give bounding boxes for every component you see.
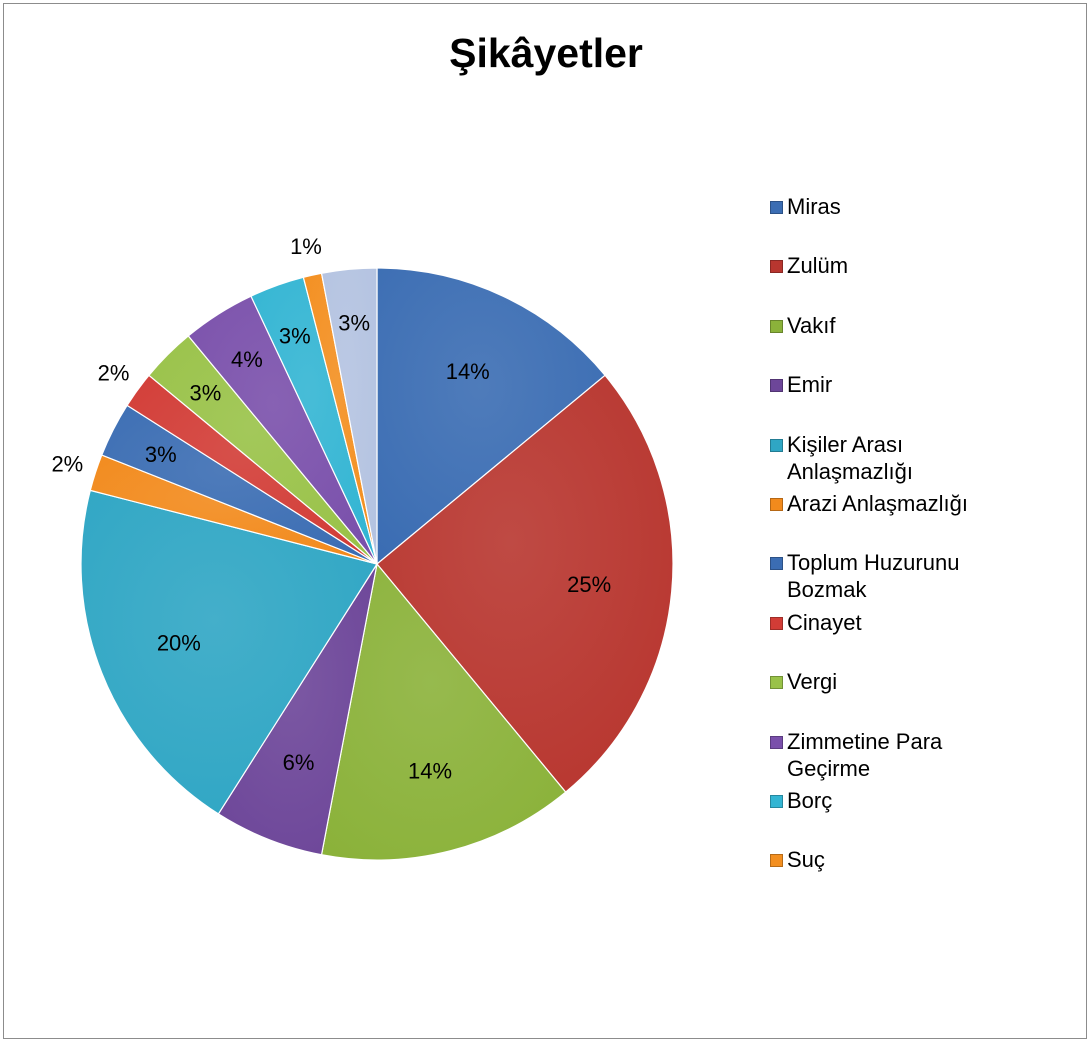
data-label-7: 3%: [145, 442, 177, 467]
legend-label: Zulüm: [787, 253, 849, 279]
legend-label: Vakıf: [787, 312, 836, 338]
legend-item: Suç: [770, 846, 1027, 873]
legend-swatch: [770, 201, 783, 214]
legend-item: Miras: [770, 193, 1027, 220]
legend-label: Emir: [787, 372, 833, 398]
chart-title: Şikâyetler: [449, 30, 643, 76]
legend-item: Vergi: [770, 668, 1027, 695]
legend-label: Kişiler Arası Anlaşmazlığı: [787, 431, 913, 484]
data-label-11: 3%: [279, 324, 311, 349]
legend-item: Emir: [770, 371, 1027, 398]
legend-swatch: [770, 735, 783, 749]
legend-item: Toplum Huzurunu Bozmak: [770, 549, 1027, 603]
legend-item: Borç: [770, 787, 1027, 814]
data-label-10: 4%: [231, 347, 263, 372]
pie-slice-2: [376, 374, 674, 793]
data-label-6: 2%: [51, 451, 83, 476]
data-label-5: 20%: [157, 630, 201, 655]
pie-slice-13: [320, 267, 378, 565]
data-label-4: 6%: [283, 750, 315, 775]
data-label-9: 3%: [189, 380, 221, 405]
legend-swatch: [770, 319, 783, 333]
legend-label: Cinayet: [787, 609, 862, 635]
legend-swatch: [770, 557, 783, 571]
legend-label: Vergi: [787, 669, 838, 695]
legend-label: Arazi Anlaşmazlığı: [787, 491, 968, 516]
legend-label: Zimmetine Para Geçirme: [787, 728, 943, 781]
pie-slice-1: [376, 267, 606, 566]
legend-label: Suç: [787, 847, 825, 873]
data-label-12: 1%: [290, 234, 322, 259]
data-label-13: 3%: [338, 310, 370, 335]
legend-swatch: [770, 854, 783, 868]
legend-item: Cinayet: [770, 609, 1027, 636]
legend-item: Arazi Anlaşmazlığı: [770, 490, 1027, 517]
data-label-8: 2%: [98, 361, 130, 386]
legend-label: Toplum Huzurunu Bozmak: [787, 550, 960, 603]
legend-item: Zulüm: [770, 252, 1027, 279]
pie-slice-5: [80, 489, 378, 815]
legend-swatch: [770, 616, 783, 630]
data-label-1: 14%: [446, 359, 490, 384]
legend-item: Zimmetine Para Geçirme: [770, 728, 1027, 782]
legend-swatch: [770, 676, 783, 690]
legend-label: Miras: [787, 194, 841, 219]
legend-swatch: [770, 438, 783, 452]
data-label-3: 14%: [408, 758, 452, 783]
legend-item: Vakıf: [770, 312, 1027, 339]
legend-swatch: [770, 379, 783, 393]
pie-slice-3: [320, 562, 567, 861]
legend-label: Borç: [787, 788, 833, 813]
legend-item: Kişiler Arası Anlaşmazlığı: [770, 431, 1027, 485]
legend-swatch: [770, 795, 783, 808]
legend-swatch: [770, 498, 783, 511]
legend-swatch: [770, 260, 783, 274]
data-label-2: 25%: [567, 572, 611, 597]
